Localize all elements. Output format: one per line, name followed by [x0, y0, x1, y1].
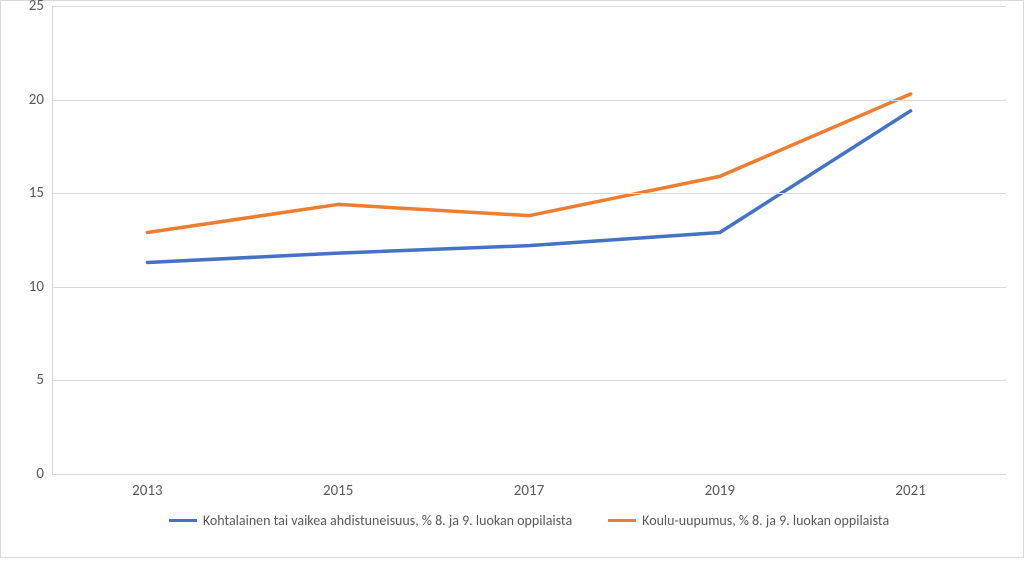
y-tick-label: 5: [36, 371, 52, 389]
y-tick-label: 20: [29, 91, 52, 109]
x-tick-label: 2019: [705, 474, 735, 500]
x-tick-label: 2015: [323, 474, 353, 500]
y-tick-label: 15: [29, 184, 52, 202]
x-tick-label: 2013: [132, 474, 162, 500]
series-line: [147, 94, 910, 233]
gridline: [52, 6, 1006, 7]
line-series-svg: [52, 6, 1006, 474]
x-tick-label: 2021: [895, 474, 925, 500]
legend-item: Kohtalainen tai vaikea ahdistuneisuus, %…: [169, 512, 572, 529]
gridline: [52, 287, 1006, 288]
gridline: [52, 380, 1006, 381]
series-line: [147, 111, 910, 263]
legend-swatch: [608, 519, 636, 522]
line-chart: Kohtalainen tai vaikea ahdistuneisuus, %…: [0, 0, 1024, 561]
gridline: [52, 100, 1006, 101]
legend-label: Koulu-uupumus, % 8. ja 9. luokan oppilai…: [642, 512, 889, 529]
y-tick-label: 10: [29, 278, 52, 296]
legend-swatch: [169, 519, 197, 522]
y-tick-label: 0: [36, 465, 52, 483]
gridline: [52, 193, 1006, 194]
x-tick-label: 2017: [514, 474, 544, 500]
y-tick-label: 25: [29, 0, 52, 15]
plot-area: Kohtalainen tai vaikea ahdistuneisuus, %…: [52, 6, 1006, 474]
legend-item: Koulu-uupumus, % 8. ja 9. luokan oppilai…: [608, 512, 889, 529]
chart-legend: Kohtalainen tai vaikea ahdistuneisuus, %…: [52, 512, 1006, 529]
legend-label: Kohtalainen tai vaikea ahdistuneisuus, %…: [203, 512, 572, 529]
